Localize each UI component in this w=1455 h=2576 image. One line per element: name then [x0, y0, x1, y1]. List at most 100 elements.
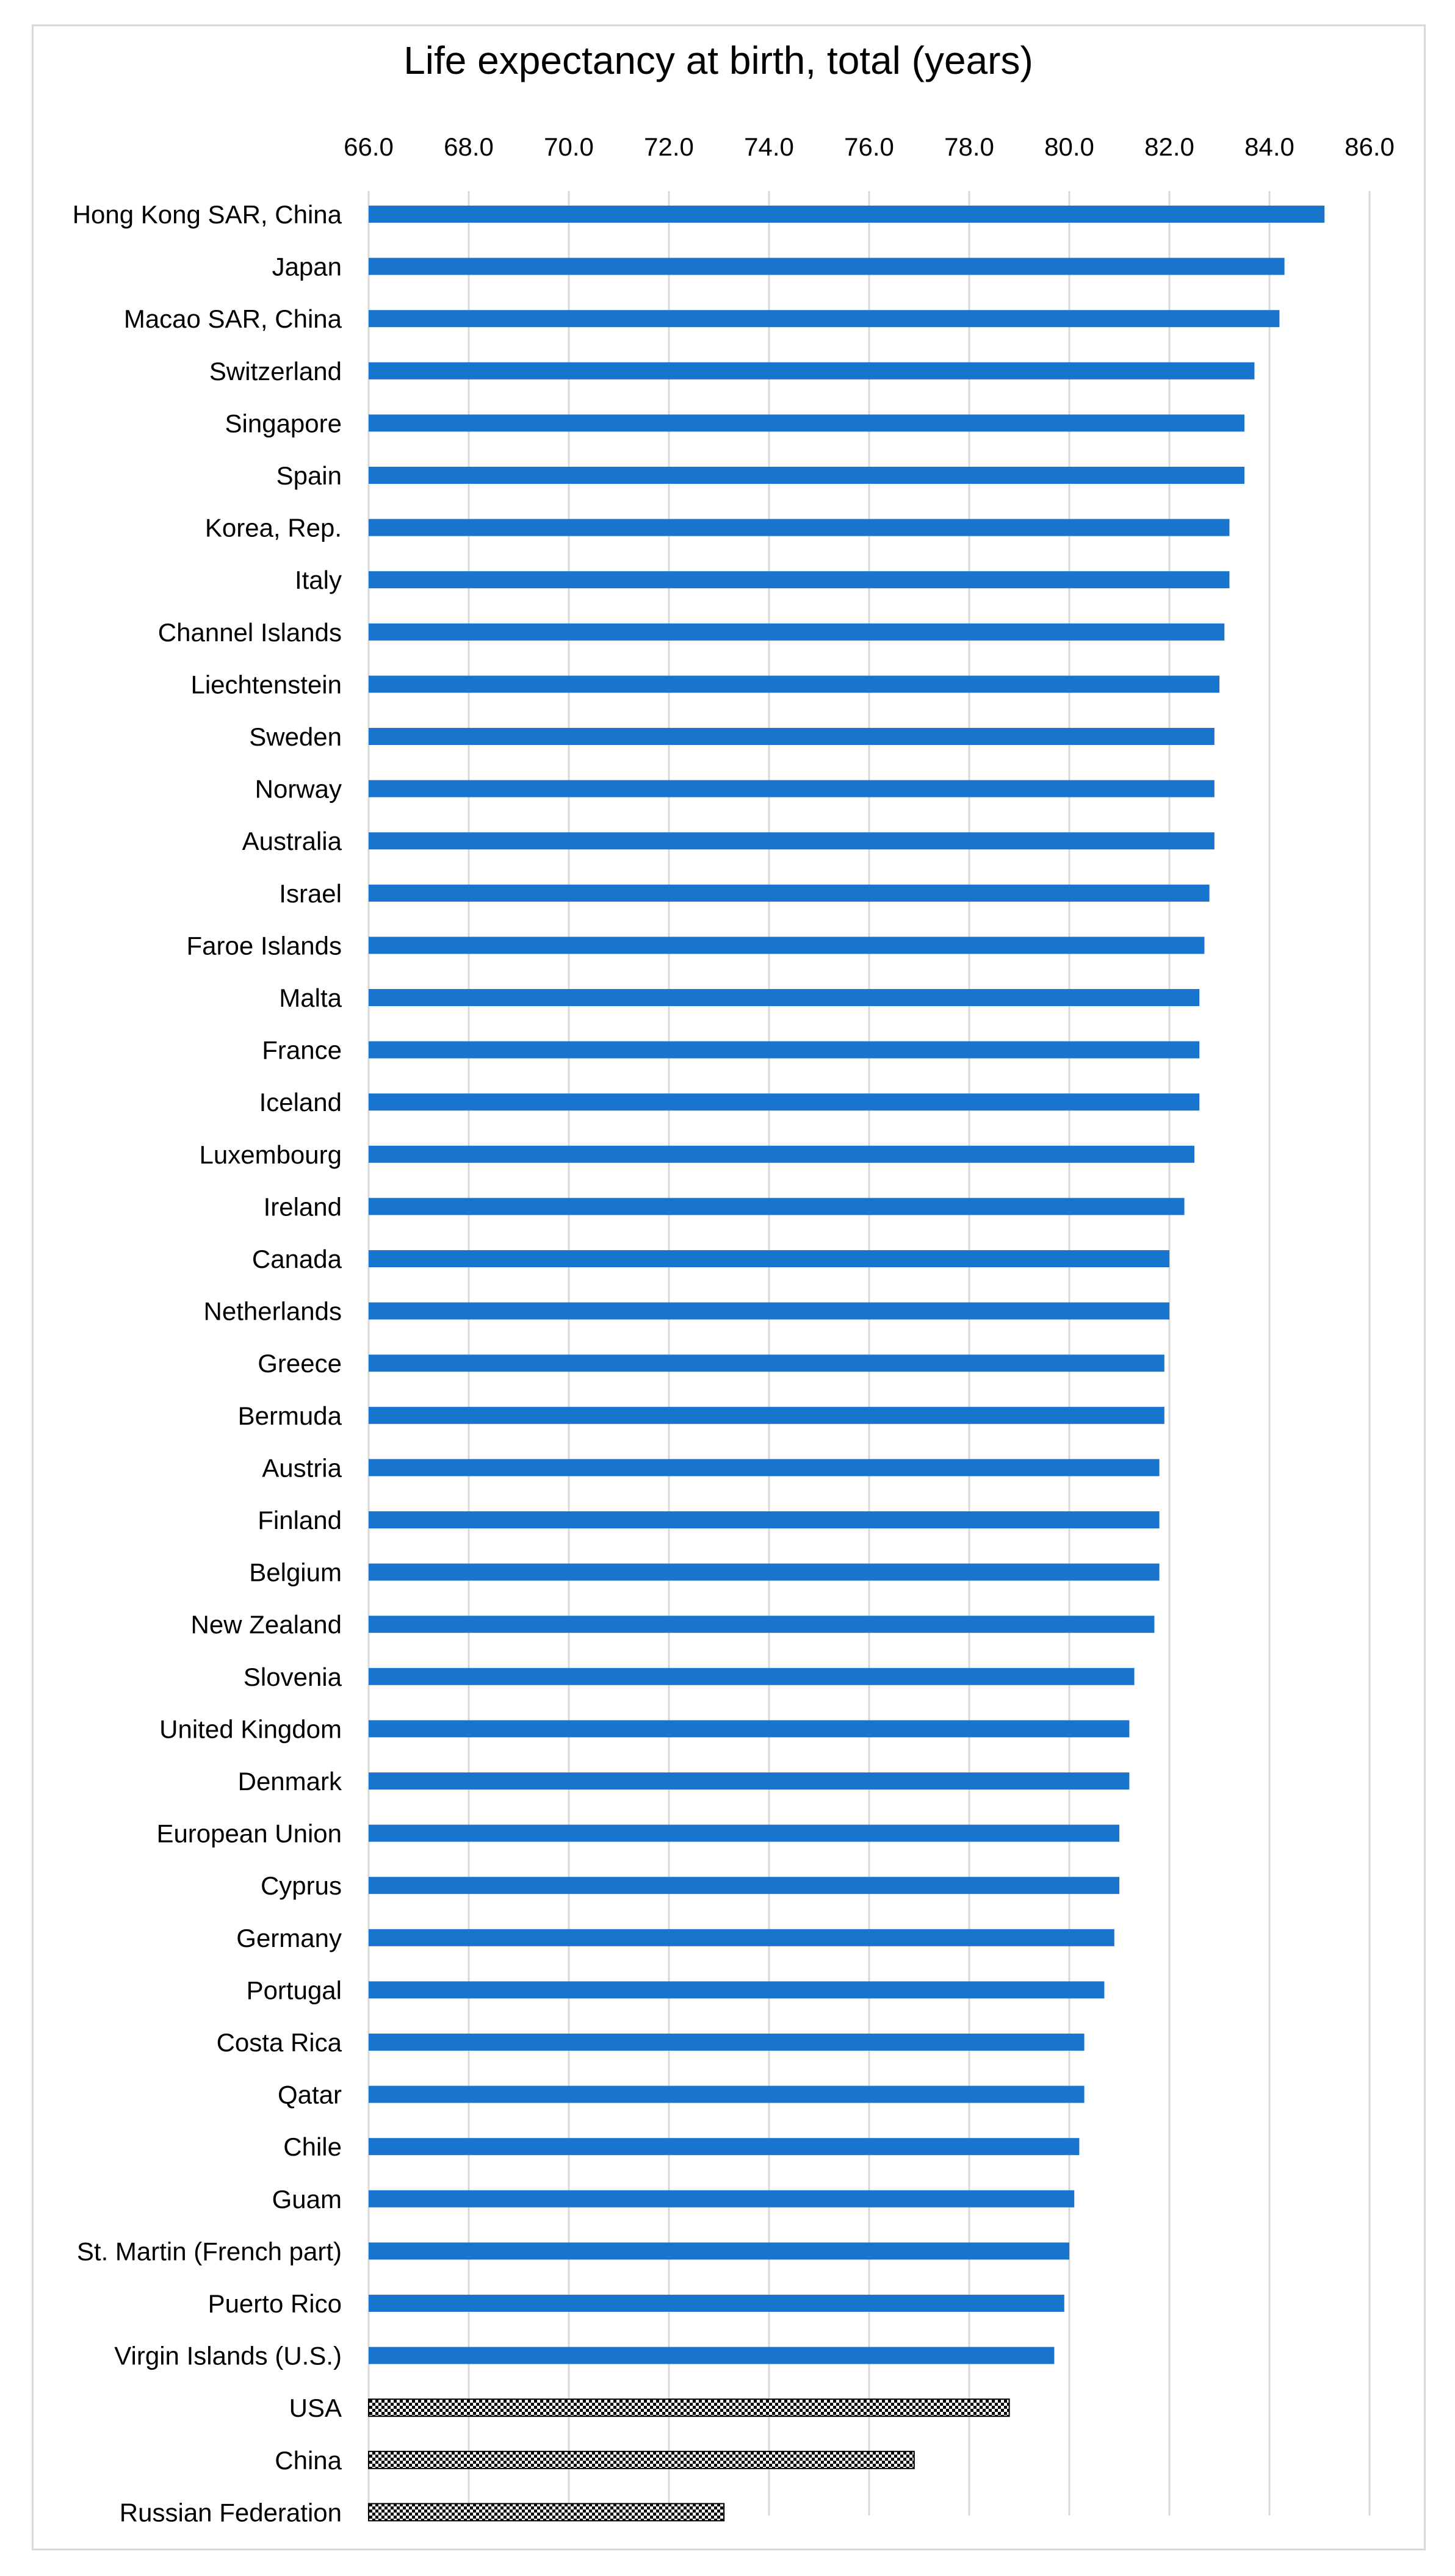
bar: [369, 1668, 1135, 1685]
bar: [369, 728, 1215, 745]
category-label: Virgin Islands (U.S.): [114, 2342, 342, 2370]
category-label: New Zealand: [191, 1610, 342, 1639]
x-tick-label: 76.0: [844, 132, 894, 161]
x-tick-label: 70.0: [544, 132, 594, 161]
bar: [369, 989, 1200, 1006]
category-label: Malta: [279, 984, 342, 1012]
category-label: Macao SAR, China: [124, 304, 342, 333]
bar: [369, 1563, 1160, 1581]
x-tick-label: 78.0: [944, 132, 994, 161]
bar: [369, 832, 1215, 850]
category-label: St. Martin (French part): [77, 2237, 342, 2265]
bar: [369, 937, 1205, 954]
category-label: Russian Federation: [120, 2498, 342, 2527]
category-label: Qatar: [278, 2081, 342, 2109]
category-label: Singapore: [225, 409, 342, 437]
bar: [369, 2242, 1069, 2260]
x-tick-label: 68.0: [444, 132, 494, 161]
category-label: United Kingdom: [159, 1714, 342, 1743]
gridlines: [367, 191, 1371, 2516]
category-label: Costa Rica: [217, 2028, 342, 2057]
category-label: Spain: [276, 461, 342, 490]
category-label: Iceland: [259, 1088, 342, 1117]
bar: [369, 2347, 1055, 2364]
category-label: Sweden: [249, 722, 342, 751]
bars: [368, 206, 1325, 2522]
category-label: Australia: [242, 827, 342, 855]
bar: [369, 1824, 1119, 1842]
x-tick-label: 66.0: [344, 132, 394, 161]
bar: [368, 2450, 915, 2469]
bar: [369, 623, 1225, 641]
category-label: Guam: [272, 2185, 342, 2214]
category-label: Austria: [262, 1453, 342, 1482]
bar: [369, 310, 1280, 328]
category-label: USA: [289, 2394, 342, 2422]
chart-frame: Life expectancy at birth, total (years) …: [32, 24, 1426, 2550]
bar: [369, 1772, 1130, 1790]
category-label: Channel Islands: [158, 618, 342, 647]
bar: [369, 1511, 1160, 1528]
bar: [369, 675, 1219, 693]
bar: [369, 519, 1230, 536]
x-tick-label: 72.0: [644, 132, 694, 161]
category-label: Cyprus: [261, 1871, 342, 1900]
bar: [369, 1302, 1169, 1320]
bar: [369, 1145, 1194, 1163]
bar: [369, 1981, 1105, 1999]
category-label: France: [262, 1036, 342, 1065]
bar: [369, 1616, 1155, 1633]
bar: [369, 1720, 1130, 1738]
bar: [369, 884, 1210, 902]
x-tick-label: 74.0: [744, 132, 794, 161]
category-label: Portugal: [247, 1976, 342, 2004]
category-labels: Hong Kong SAR, China Japan Macao SAR, Chin…: [73, 200, 342, 2527]
bar: [369, 1929, 1114, 1946]
category-label: Belgium: [249, 1558, 342, 1587]
bar: [368, 2398, 1010, 2417]
bar: [369, 1459, 1160, 1477]
category-label: Slovenia: [244, 1663, 342, 1691]
category-label: Puerto Rico: [208, 2289, 342, 2318]
x-tick-label: 82.0: [1144, 132, 1194, 161]
bar: [369, 467, 1244, 484]
category-label: Bermuda: [238, 1401, 342, 1430]
category-label: Netherlands: [204, 1297, 342, 1326]
category-label: Norway: [255, 775, 342, 804]
bar: [369, 1250, 1169, 1267]
category-label: Ireland: [264, 1192, 342, 1221]
category-label: Hong Kong SAR, China: [73, 200, 342, 229]
bar: [369, 2190, 1075, 2207]
bar: [369, 1406, 1164, 1424]
x-tick-label: 80.0: [1044, 132, 1094, 161]
category-label: Switzerland: [209, 357, 342, 386]
category-label: Greece: [258, 1349, 342, 1378]
chart-title: Life expectancy at birth, total (years): [403, 38, 1033, 82]
bar-chart: Life expectancy at birth, total (years) …: [73, 38, 1395, 2527]
category-label: Faroe Islands: [187, 931, 342, 960]
bar: [369, 1355, 1164, 1372]
x-tick-label: 84.0: [1244, 132, 1294, 161]
bar: [369, 1093, 1200, 1111]
category-label: Korea, Rep.: [205, 514, 342, 542]
category-label: Liechtenstein: [190, 670, 342, 699]
bar: [369, 1198, 1185, 1215]
category-label: Israel: [279, 879, 342, 908]
x-tick-label: 86.0: [1345, 132, 1395, 161]
x-axis-ticks: 66.0 68.0 70.0 72.0 74.0 76.0 78.0 80.0 82.0 84.0…: [344, 132, 1395, 161]
category-label: Denmark: [238, 1767, 342, 1796]
bar: [369, 257, 1285, 275]
bar: [369, 1877, 1119, 1894]
bar: [369, 780, 1215, 797]
bar: [369, 414, 1244, 432]
bar: [369, 2138, 1080, 2156]
bar: [369, 1041, 1200, 1059]
category-label: Finland: [258, 1506, 342, 1534]
category-label: Germany: [236, 1924, 342, 1952]
category-label: Japan: [272, 253, 342, 281]
bar: [368, 2503, 725, 2522]
category-label: China: [275, 2446, 342, 2475]
bar: [369, 2295, 1064, 2312]
bar: [369, 362, 1255, 380]
bar: [369, 571, 1230, 589]
